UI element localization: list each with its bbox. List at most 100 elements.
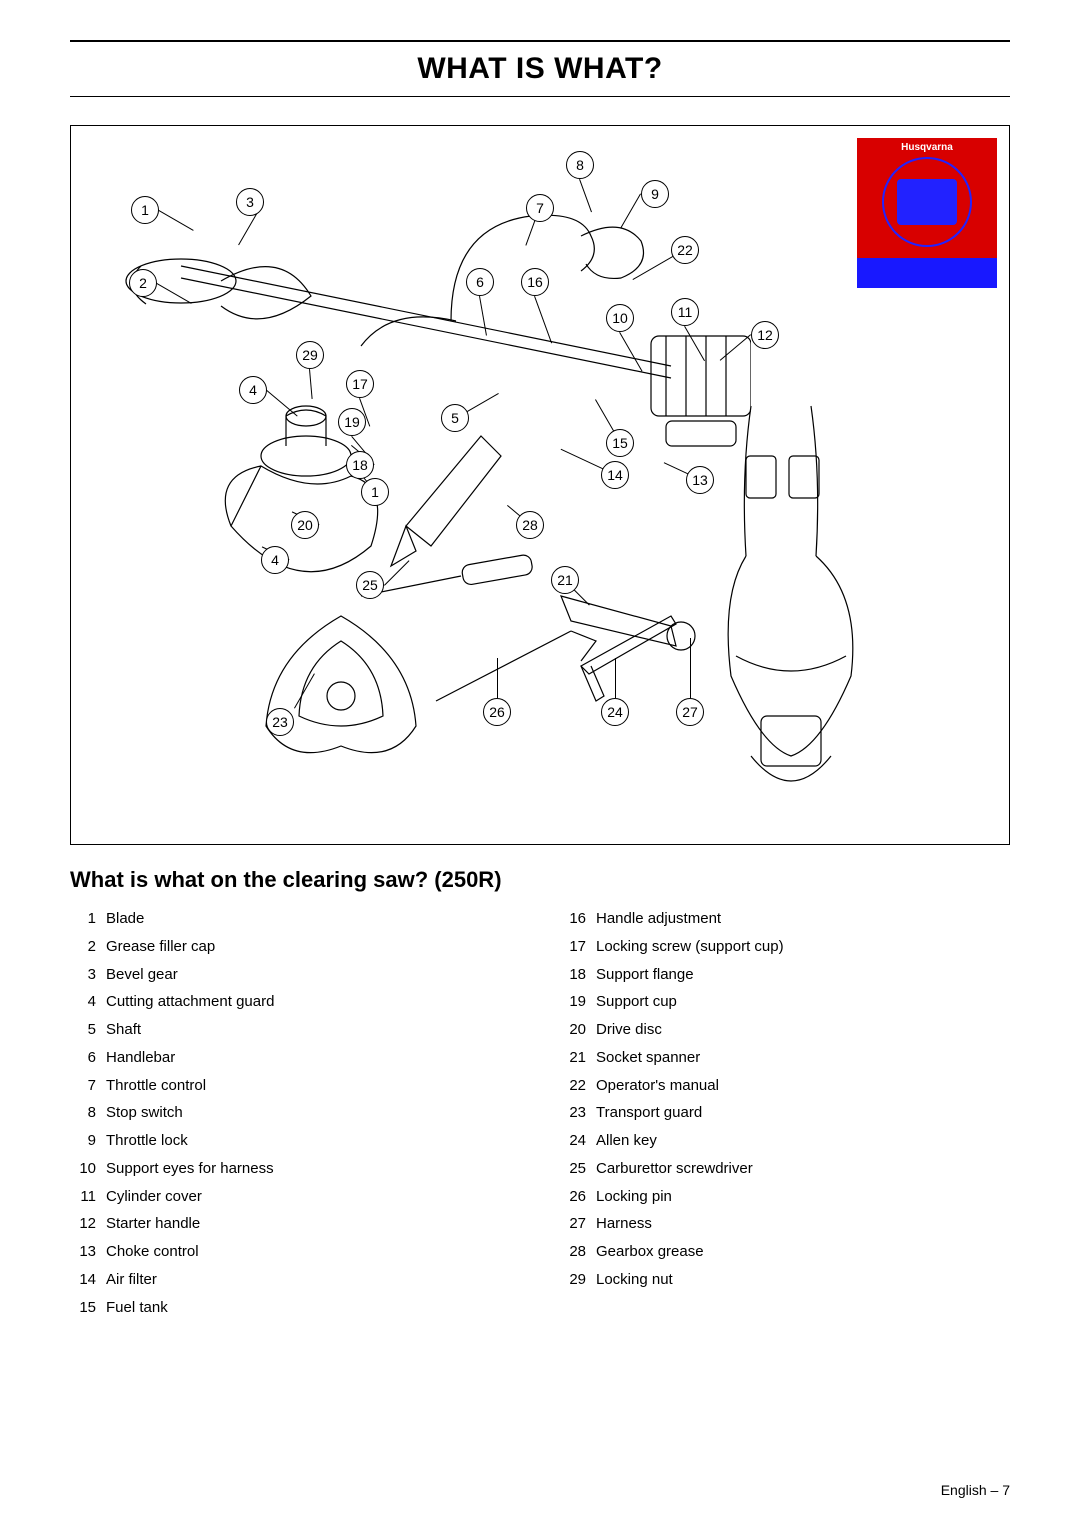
parts-column-left: 1Blade2Grease filler cap3Bevel gear4Cutt… — [70, 905, 520, 1321]
callout-23: 23 — [266, 708, 294, 736]
part-label: Support flange — [596, 961, 694, 989]
part-row: 15 Fuel tank — [70, 1294, 520, 1322]
part-label: Shaft — [106, 1016, 141, 1044]
callout-3: 3 — [236, 188, 264, 216]
part-number: 12 — [70, 1210, 96, 1238]
part-label: Handlebar — [106, 1044, 175, 1072]
part-label: Locking screw (support cup) — [596, 933, 784, 961]
part-number: 16 — [560, 905, 586, 933]
callout-7: 7 — [526, 194, 554, 222]
leader-line — [497, 658, 498, 698]
part-label: Cutting attachment guard — [106, 988, 274, 1016]
part-label: Operator's manual — [596, 1072, 719, 1100]
part-number: 7 — [70, 1072, 96, 1100]
part-label: Grease filler cap — [106, 933, 215, 961]
part-label: Socket spanner — [596, 1044, 700, 1072]
book-icon — [882, 157, 972, 247]
part-label: Starter handle — [106, 1210, 200, 1238]
part-row: 7 Throttle control — [70, 1072, 520, 1100]
part-number: 20 — [560, 1016, 586, 1044]
part-row: 3 Bevel gear — [70, 961, 520, 989]
part-number: 2 — [70, 933, 96, 961]
part-number: 24 — [560, 1127, 586, 1155]
part-number: 9 — [70, 1127, 96, 1155]
callout-19: 19 — [338, 408, 366, 436]
parts-diagram: Husqvarna 891372226161011122941719515181… — [70, 125, 1010, 845]
part-number: 11 — [70, 1183, 96, 1211]
leader-line — [690, 638, 691, 698]
part-row: 19 Support cup — [560, 988, 1010, 1016]
part-label: Choke control — [106, 1238, 199, 1266]
part-label: Throttle control — [106, 1072, 206, 1100]
part-row: 20 Drive disc — [560, 1016, 1010, 1044]
parts-column-right: 16 Handle adjustment 17 Locking screw (supp… — [560, 905, 1010, 1321]
callout-12: 12 — [751, 321, 779, 349]
part-number: 5 — [70, 1016, 96, 1044]
part-row: 13 Choke control — [70, 1238, 520, 1266]
callout-6: 6 — [466, 268, 494, 296]
callout-20: 20 — [291, 511, 319, 539]
callout-15: 15 — [606, 429, 634, 457]
footer-page-number: 7 — [1002, 1482, 1010, 1498]
part-label: Handle adjustment — [596, 905, 721, 933]
harness-sketch — [691, 396, 891, 816]
callout-22: 22 — [671, 236, 699, 264]
callout-9: 9 — [641, 180, 669, 208]
part-number: 19 — [560, 988, 586, 1016]
part-label: Bevel gear — [106, 961, 178, 989]
callout-1: 1 — [131, 196, 159, 224]
part-label: Cylinder cover — [106, 1183, 202, 1211]
part-number: 23 — [560, 1099, 586, 1127]
part-row: 8Stop switch — [70, 1099, 520, 1127]
part-row: 24 Allen key — [560, 1127, 1010, 1155]
part-row: 29Locking nut — [560, 1266, 1010, 1294]
callout-2: 2 — [129, 269, 157, 297]
part-row: 4 Cutting attachment guard — [70, 988, 520, 1016]
part-row: 16 Handle adjustment — [560, 905, 1010, 933]
part-number: 17 — [560, 933, 586, 961]
part-label: Support eyes for harness — [106, 1155, 274, 1183]
callout-25: 25 — [356, 571, 384, 599]
callout-8: 8 — [566, 151, 594, 179]
part-row: 12 Starter handle — [70, 1210, 520, 1238]
part-row: 9 Throttle lock — [70, 1127, 520, 1155]
part-number: 29 — [560, 1266, 586, 1294]
part-number: 25 — [560, 1155, 586, 1183]
part-row: 23 Transport guard — [560, 1099, 1010, 1127]
part-label: Drive disc — [596, 1016, 662, 1044]
part-label: Air filter — [106, 1266, 157, 1294]
part-number: 14 — [70, 1266, 96, 1294]
callout-1: 1 — [361, 478, 389, 506]
callout-4: 4 — [261, 546, 289, 574]
part-row: 5 Shaft — [70, 1016, 520, 1044]
part-row: 6Handlebar — [70, 1044, 520, 1072]
part-label: Fuel tank — [106, 1294, 168, 1322]
part-number: 18 — [560, 961, 586, 989]
part-number: 3 — [70, 961, 96, 989]
transport-guard-sketch — [231, 596, 451, 796]
footer-language: English — [941, 1482, 987, 1498]
operators-manual-badge: Husqvarna — [857, 138, 997, 288]
callout-16: 16 — [521, 268, 549, 296]
part-label: Support cup — [596, 988, 677, 1016]
part-label: Transport guard — [596, 1099, 702, 1127]
part-number: 28 — [560, 1238, 586, 1266]
part-number: 1 — [70, 905, 96, 933]
parts-list: 1Blade2Grease filler cap3Bevel gear4Cutt… — [70, 905, 1010, 1321]
part-label: Locking pin — [596, 1183, 672, 1211]
title-rule-top — [70, 40, 1010, 42]
part-row: 28Gearbox grease — [560, 1238, 1010, 1266]
part-label: Throttle lock — [106, 1127, 188, 1155]
part-row: 21Socket spanner — [560, 1044, 1010, 1072]
part-row: 17 Locking screw (support cup) — [560, 933, 1010, 961]
part-number: 15 — [70, 1294, 96, 1322]
part-number: 4 — [70, 988, 96, 1016]
part-number: 13 — [70, 1238, 96, 1266]
part-row: 18 Support flange — [560, 961, 1010, 989]
callout-14: 14 — [601, 461, 629, 489]
page-title: WHAT IS WHAT? — [70, 46, 1010, 96]
part-row: 11 Cylinder cover — [70, 1183, 520, 1211]
part-label: Harness — [596, 1210, 652, 1238]
part-row: 26Locking pin — [560, 1183, 1010, 1211]
part-label: Allen key — [596, 1127, 657, 1155]
